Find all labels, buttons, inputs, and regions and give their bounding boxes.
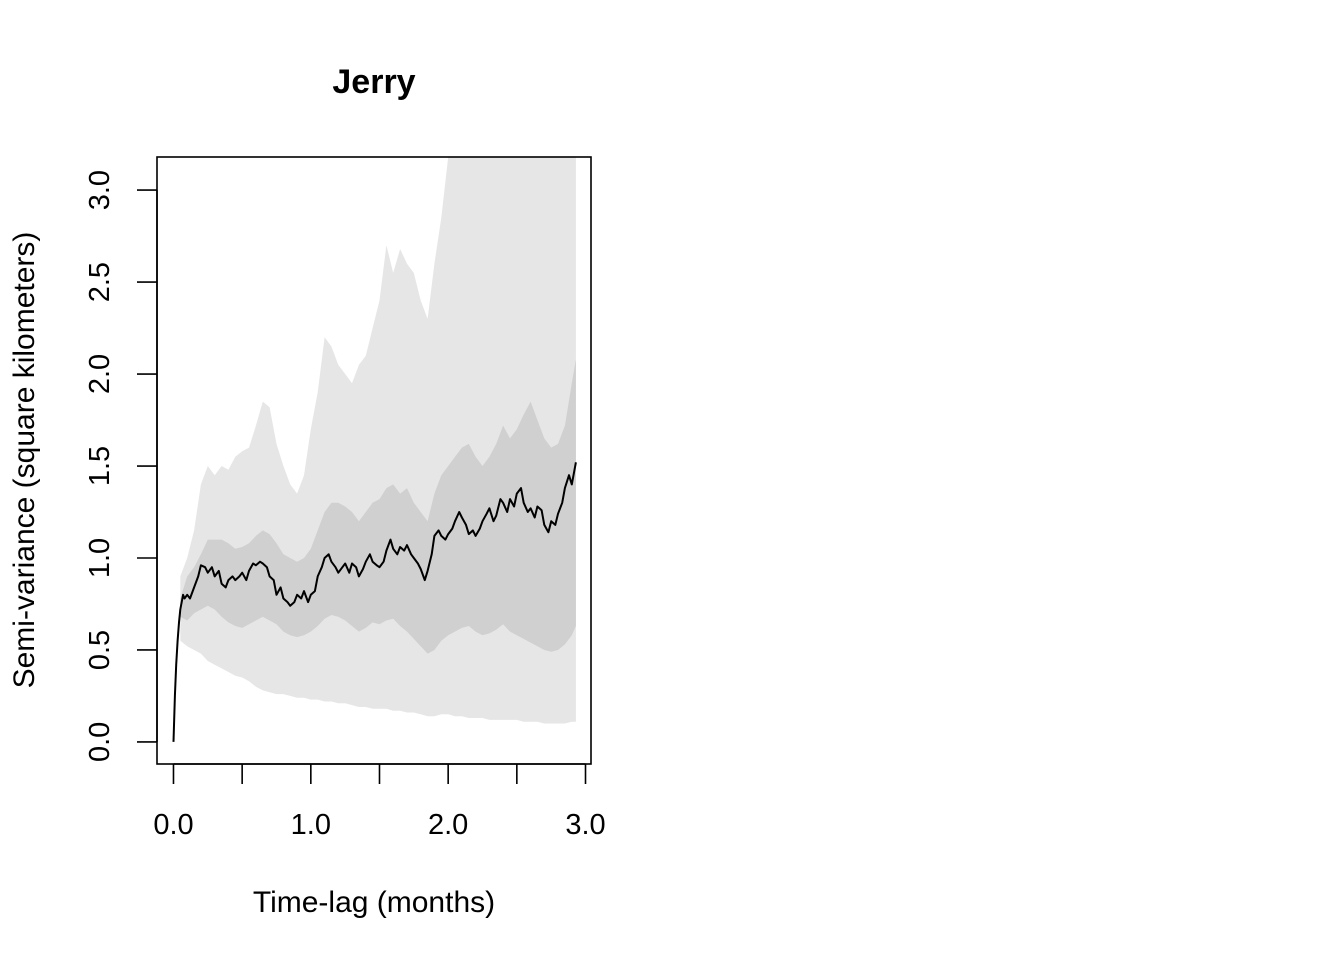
x-tick-label: 0.0 [153,809,193,841]
y-tick-label: 2.5 [84,262,116,302]
x-tick-label: 3.0 [565,809,605,841]
confidence-bands [180,157,576,724]
y-tick-label: 1.5 [84,446,116,486]
y-axis-label: Semi-variance (square kilometers) [8,232,41,689]
y-tick-label: 2.0 [84,354,116,394]
y-tick-label: 0.5 [84,630,116,670]
x-tick-label: 2.0 [428,809,468,841]
x-axis: 0.0 1.0 2.0 3.0 [153,763,606,841]
y-axis: 0.0 0.5 1.0 1.5 2.0 2.5 3.0 [84,170,158,762]
y-tick-label: 0.0 [84,722,116,762]
semivariance-series [172,462,577,742]
x-tick-label: 1.0 [291,809,331,841]
x-axis-label: Time-lag (months) [253,886,495,919]
inner-confidence-band [180,359,576,654]
chart-title: Jerry [332,63,415,101]
semivariance-line [172,462,577,742]
y-tick-label: 1.0 [84,538,116,578]
y-tick-label: 3.0 [84,170,116,210]
